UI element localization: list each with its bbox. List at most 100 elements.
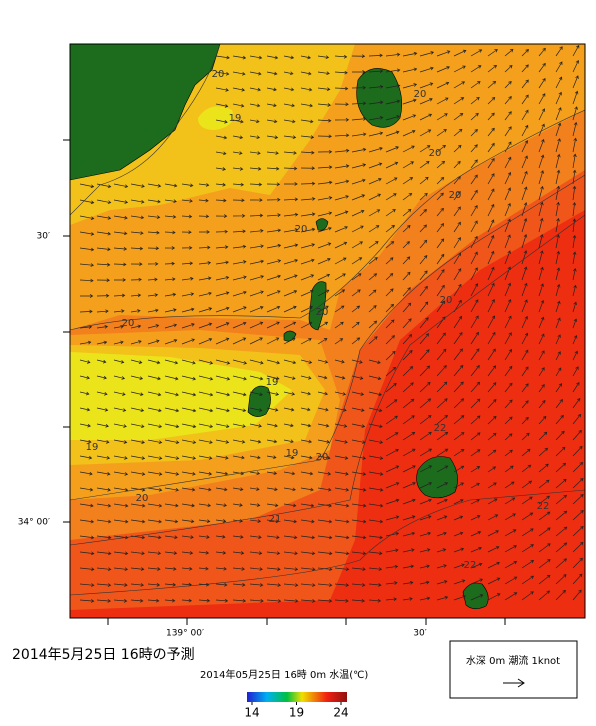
current-arrow bbox=[266, 71, 278, 76]
current-arrow bbox=[147, 262, 159, 266]
current-arrow bbox=[521, 591, 534, 601]
current-arrow bbox=[538, 47, 546, 57]
current-arrow bbox=[402, 448, 416, 457]
current-arrow bbox=[487, 250, 495, 265]
current-arrow bbox=[504, 126, 512, 137]
current-arrow bbox=[487, 498, 498, 505]
current-arrow bbox=[538, 367, 545, 377]
current-arrow bbox=[419, 431, 432, 441]
current-arrow bbox=[487, 315, 496, 329]
current-arrow bbox=[521, 109, 529, 121]
current-arrow bbox=[385, 335, 395, 345]
current-arrow bbox=[266, 321, 280, 329]
current-arrow bbox=[521, 349, 529, 361]
current-arrow bbox=[300, 181, 316, 186]
current-arrow bbox=[198, 183, 210, 187]
current-arrow bbox=[504, 96, 512, 105]
current-arrow bbox=[538, 299, 545, 313]
current-arrow bbox=[181, 359, 196, 365]
current-arrow bbox=[436, 284, 445, 297]
current-arrow bbox=[130, 215, 145, 220]
current-arrow bbox=[402, 564, 415, 569]
current-arrow bbox=[334, 257, 347, 265]
current-arrow bbox=[351, 567, 366, 571]
current-arrow bbox=[249, 551, 263, 555]
current-arrow bbox=[385, 399, 398, 409]
current-arrow bbox=[385, 366, 397, 377]
current-arrow bbox=[470, 144, 478, 153]
current-arrow bbox=[351, 101, 367, 106]
current-arrow bbox=[232, 119, 244, 124]
current-arrow bbox=[521, 448, 531, 457]
current-arrow bbox=[334, 86, 349, 91]
current-arrow bbox=[232, 306, 247, 313]
contour-label: 20 bbox=[136, 493, 149, 504]
current-arrow bbox=[487, 514, 499, 521]
current-arrow bbox=[164, 551, 178, 555]
current-arrow bbox=[334, 321, 344, 329]
current-arrow bbox=[453, 398, 465, 409]
current-arrow bbox=[419, 415, 432, 425]
current-arrow bbox=[521, 315, 528, 329]
current-arrow bbox=[232, 135, 244, 140]
current-arrow bbox=[538, 201, 544, 217]
current-arrow bbox=[436, 160, 446, 169]
current-arrow bbox=[317, 551, 333, 556]
current-arrow bbox=[453, 364, 464, 377]
current-arrow bbox=[487, 112, 495, 121]
current-arrow bbox=[521, 544, 534, 553]
current-arrow bbox=[79, 247, 95, 252]
current-arrow bbox=[300, 258, 315, 265]
current-arrow bbox=[555, 558, 567, 569]
current-arrow bbox=[300, 119, 314, 124]
current-arrow bbox=[215, 291, 230, 297]
current-arrow bbox=[521, 186, 528, 201]
current-arrow bbox=[436, 564, 447, 569]
current-arrow bbox=[470, 398, 481, 409]
current-arrow bbox=[334, 423, 348, 428]
current-arrow bbox=[96, 535, 112, 540]
current-arrow bbox=[470, 449, 481, 457]
current-arrow bbox=[436, 482, 449, 489]
current-arrow bbox=[555, 267, 561, 281]
current-arrow bbox=[487, 188, 495, 201]
lon-label: 30′ bbox=[413, 629, 427, 639]
current-arrow bbox=[538, 559, 551, 569]
current-arrow bbox=[249, 135, 261, 140]
current-arrow bbox=[521, 155, 528, 169]
current-arrow bbox=[79, 455, 93, 460]
current-arrow bbox=[79, 423, 91, 428]
current-arrow bbox=[317, 391, 329, 396]
current-arrow bbox=[147, 375, 161, 381]
current-arrow bbox=[113, 183, 129, 189]
current-arrow bbox=[572, 334, 578, 345]
current-arrow bbox=[147, 215, 161, 219]
current-arrow bbox=[317, 439, 331, 444]
current-arrow bbox=[351, 535, 367, 540]
current-arrow bbox=[538, 400, 546, 409]
current-arrow bbox=[113, 215, 128, 220]
current-arrow bbox=[538, 316, 545, 329]
current-arrow bbox=[453, 348, 463, 361]
current-arrow bbox=[521, 49, 529, 57]
current-arrow bbox=[113, 278, 127, 282]
current-arrow bbox=[113, 455, 128, 460]
current-arrow bbox=[300, 599, 316, 603]
current-arrow bbox=[215, 214, 228, 218]
current-arrow bbox=[181, 214, 193, 219]
current-arrow bbox=[521, 299, 528, 313]
current-arrow bbox=[113, 231, 128, 236]
current-arrow bbox=[555, 446, 566, 457]
current-arrow bbox=[538, 350, 545, 361]
current-arrow bbox=[181, 487, 196, 492]
current-arrow bbox=[215, 337, 230, 345]
current-arrow bbox=[164, 308, 177, 313]
current-arrow bbox=[147, 308, 159, 313]
current-arrow bbox=[266, 487, 278, 492]
current-arrow bbox=[504, 141, 512, 153]
current-arrow bbox=[351, 305, 361, 313]
current-arrow bbox=[436, 300, 445, 313]
current-arrow bbox=[504, 202, 511, 217]
current-arrow bbox=[555, 494, 567, 505]
current-arrow bbox=[249, 119, 260, 124]
